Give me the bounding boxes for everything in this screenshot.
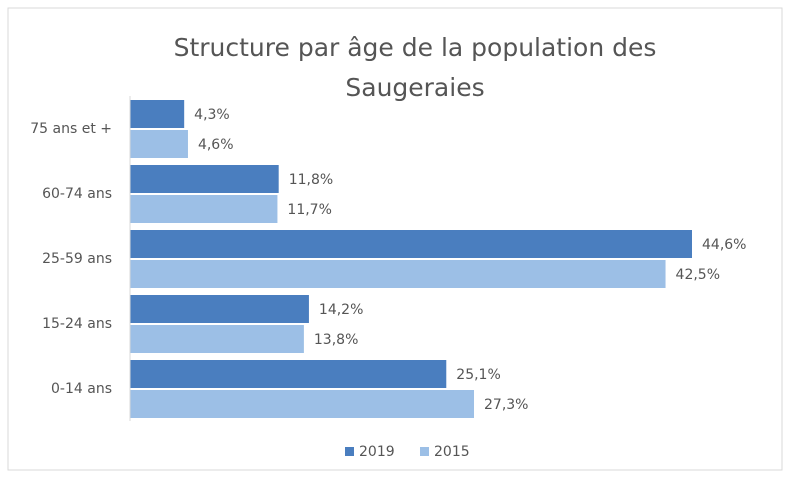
y-tick-label: 0-14 ans: [51, 381, 112, 397]
value-label: 4,6%: [198, 137, 234, 153]
bar: [130, 390, 475, 418]
legend-label: 2015: [434, 444, 470, 460]
y-tick-label: 15-24 ans: [42, 316, 112, 332]
bar: [130, 165, 279, 193]
value-label: 25,1%: [456, 367, 500, 383]
value-label: 13,8%: [314, 332, 358, 348]
y-tick-label: 25-59 ans: [42, 251, 112, 267]
legend-swatch: [420, 447, 429, 456]
chart-title: Structure par âge de la population des S…: [173, 33, 657, 102]
value-label: 11,7%: [287, 202, 331, 218]
bar: [130, 325, 304, 353]
chart-border: [7, 7, 783, 471]
bar: [130, 260, 666, 288]
y-tick-label: 60-74 ans: [42, 186, 112, 202]
bar: [130, 130, 188, 158]
value-label: 44,6%: [702, 237, 746, 253]
bar: [130, 195, 278, 223]
value-label: 14,2%: [319, 302, 363, 318]
bar: [130, 295, 309, 323]
bar: [130, 360, 447, 388]
value-label: 4,3%: [194, 107, 230, 123]
value-label: 27,3%: [484, 397, 528, 413]
legend-label: 2019: [359, 444, 395, 460]
value-label: 42,5%: [676, 267, 720, 283]
value-label: 11,8%: [289, 172, 333, 188]
legend-swatch: [345, 447, 354, 456]
y-tick-label: 75 ans et +: [30, 121, 112, 137]
bar: [130, 100, 185, 128]
bar: [130, 230, 692, 258]
